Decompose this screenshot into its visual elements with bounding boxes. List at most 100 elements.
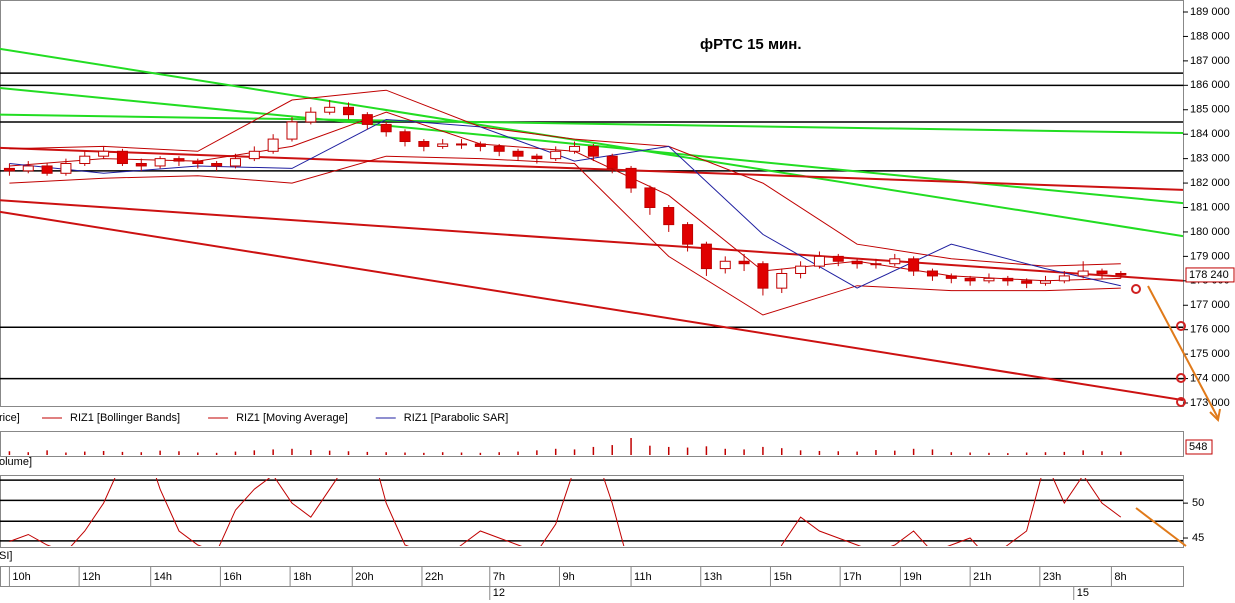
candle-body xyxy=(324,106,336,113)
candle-body xyxy=(1096,270,1108,274)
candle-body xyxy=(267,138,279,152)
candle-body xyxy=(173,158,185,162)
candle-body xyxy=(512,150,524,157)
candle-body xyxy=(889,258,901,265)
candle-body xyxy=(1058,275,1070,282)
candle-body xyxy=(41,165,53,174)
panel-frames xyxy=(0,0,1184,587)
y-tick-label: 177 000 xyxy=(1190,299,1230,311)
x-tick-label: 15h xyxy=(773,571,791,583)
candle-body xyxy=(1115,272,1127,276)
candle-body xyxy=(1021,280,1033,284)
candle-body xyxy=(757,263,769,289)
level-markers xyxy=(1131,284,1186,407)
candle-body xyxy=(1039,280,1051,284)
x-tick-label: 21h xyxy=(973,571,991,583)
rsi-line xyxy=(9,478,1122,546)
y-tick-label: 45 xyxy=(1192,532,1204,544)
y-tick-label: 188 000 xyxy=(1190,30,1230,42)
y-tick-label: 179 000 xyxy=(1190,250,1230,262)
trend-line xyxy=(0,113,1183,134)
x-tick-label: 12h xyxy=(82,571,100,583)
y-tick-label: 174 000 xyxy=(1190,372,1230,384)
candle-body xyxy=(813,255,825,267)
date-tick-label: 15 xyxy=(1077,587,1089,599)
trend-line xyxy=(0,47,1183,238)
candle-body xyxy=(456,143,468,146)
trend-line xyxy=(0,210,1183,402)
candle-body xyxy=(587,145,599,157)
legend-label: RIZ1 [Moving Average] xyxy=(236,412,348,424)
candle-body xyxy=(531,155,543,160)
x-tick-label: 22h xyxy=(425,571,443,583)
chart-title: фРТС 15 мин. xyxy=(700,36,802,53)
candle-body xyxy=(437,143,449,147)
candle-body xyxy=(851,260,863,265)
y-tick-label: 548 xyxy=(1189,441,1207,453)
candle-body xyxy=(870,263,882,266)
candle-body xyxy=(606,155,618,169)
y-tick-label: 180 000 xyxy=(1190,226,1230,238)
candle-body xyxy=(474,143,486,147)
y-tick-label: 186 000 xyxy=(1190,79,1230,91)
candle-body xyxy=(342,106,354,116)
trend-line xyxy=(0,87,1183,205)
x-tick-label: 8h xyxy=(1114,571,1126,583)
x-tick-label: 19h xyxy=(903,571,921,583)
candle-body xyxy=(361,114,373,125)
x-tick-label: 11h xyxy=(634,571,652,583)
candle-body xyxy=(135,163,147,167)
candle-body xyxy=(945,275,957,279)
x-tick-label: 13h xyxy=(704,571,722,583)
candle-body xyxy=(418,141,430,147)
x-tick-label: 10h xyxy=(12,571,30,583)
candle-body xyxy=(625,167,637,189)
y-tick-label: 181 000 xyxy=(1190,201,1230,213)
last-price-label: 178 240 xyxy=(1189,269,1229,281)
candle-body xyxy=(211,163,223,167)
y-tick-box xyxy=(1185,439,1213,455)
candle-body xyxy=(682,224,694,245)
date-tick-label: 12 xyxy=(493,587,505,599)
last-price-box xyxy=(1185,267,1235,283)
x-tick-label: 14h xyxy=(154,571,172,583)
x-tick-label: 20h xyxy=(355,571,373,583)
y-tick-label: 175 000 xyxy=(1190,348,1230,360)
legend-label: RIZ1 [Bollinger Bands] xyxy=(70,412,180,424)
y-tick-label: 183 000 xyxy=(1190,153,1230,165)
candle-body xyxy=(550,150,562,160)
indicator-line xyxy=(9,155,1121,316)
x-tick-label: 23h xyxy=(1043,571,1061,583)
x-tick-label: 18h xyxy=(293,571,311,583)
candle-body xyxy=(908,258,920,272)
candle-body xyxy=(116,150,128,165)
y-tick-label: 176 000 xyxy=(1190,324,1230,336)
x-tick-label: 9h xyxy=(562,571,574,583)
y-tick-label: 50 xyxy=(1192,497,1204,509)
candle-body xyxy=(700,243,712,270)
x-tick-label: 7h xyxy=(493,571,505,583)
rsi-title: SI] xyxy=(0,550,12,562)
price-panel xyxy=(0,47,1183,402)
candle-body xyxy=(305,111,317,123)
candle-body xyxy=(22,165,34,172)
volume-panel xyxy=(8,438,1122,455)
candle-body xyxy=(663,207,675,226)
candle-body xyxy=(154,158,166,167)
candle-body xyxy=(776,272,788,289)
trend-line xyxy=(0,146,1183,191)
y-tick-label: 187 000 xyxy=(1190,55,1230,67)
rsi-panel xyxy=(0,478,1183,546)
y-tick-label: 182 000 xyxy=(1190,177,1230,189)
candle-body xyxy=(719,260,731,270)
trend-line xyxy=(0,199,1183,282)
legend-price: rice] xyxy=(0,412,20,424)
y-tick-label: 185 000 xyxy=(1190,104,1230,116)
candle-body xyxy=(738,260,750,265)
candle-body xyxy=(569,145,581,152)
candle-body xyxy=(60,163,72,174)
candle-body xyxy=(229,158,241,167)
candle-body xyxy=(192,160,204,165)
